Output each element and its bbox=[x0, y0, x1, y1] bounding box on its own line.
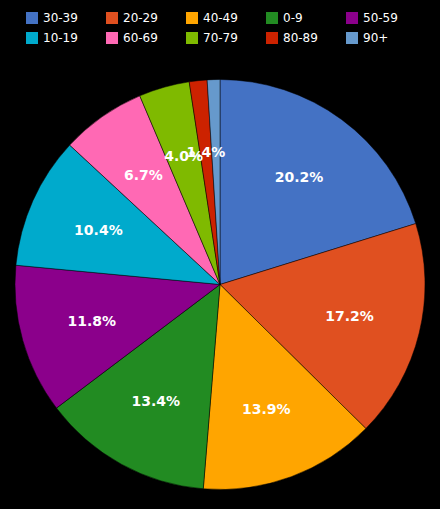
legend-item: 20-29 bbox=[106, 11, 158, 25]
legend: 30-39 20-29 40-49 0-9 50-59 10-19 60-69 70-79 80… bbox=[26, 11, 398, 45]
data-label: 17.2% bbox=[325, 308, 374, 324]
legend-label: 60-69 bbox=[123, 31, 158, 45]
legend-swatch bbox=[26, 12, 38, 24]
data-label: 11.8% bbox=[68, 313, 117, 329]
legend-label: 90+ bbox=[363, 31, 388, 45]
pie-slice bbox=[207, 80, 220, 285]
legend-swatch bbox=[266, 32, 278, 44]
pie-slice bbox=[15, 265, 220, 408]
legend-label: 30-39 bbox=[43, 11, 78, 25]
data-labels: 20.2%17.2%13.9%13.4%11.8%10.4%6.7%4.0%1.… bbox=[68, 144, 374, 417]
background bbox=[0, 0, 440, 509]
data-label: 1.4% bbox=[186, 144, 225, 160]
legend-item: 70-79 bbox=[186, 31, 238, 45]
legend-label: 20-29 bbox=[123, 11, 158, 25]
legend-item: 30-39 bbox=[26, 11, 78, 25]
legend-swatch bbox=[266, 12, 278, 24]
legend-label: 80-89 bbox=[283, 31, 318, 45]
legend-label: 0-9 bbox=[283, 11, 303, 25]
legend-item: 60-69 bbox=[106, 31, 158, 45]
legend-label: 40-49 bbox=[203, 11, 238, 25]
legend-swatch bbox=[106, 12, 118, 24]
legend-swatch bbox=[26, 32, 38, 44]
legend-swatch bbox=[346, 32, 358, 44]
pie-slice bbox=[189, 80, 220, 285]
legend-item: 10-19 bbox=[26, 31, 78, 45]
legend-swatch bbox=[106, 32, 118, 44]
data-label: 20.2% bbox=[275, 169, 324, 185]
legend-swatch bbox=[186, 32, 198, 44]
legend-item: 0-9 bbox=[266, 11, 303, 25]
data-label: 10.4% bbox=[74, 222, 123, 238]
legend-item: 50-59 bbox=[346, 11, 398, 25]
data-label: 13.4% bbox=[132, 393, 181, 409]
data-label: 13.9% bbox=[242, 401, 291, 417]
legend-swatch bbox=[186, 12, 198, 24]
legend-label: 50-59 bbox=[363, 11, 398, 25]
legend-label: 10-19 bbox=[43, 31, 78, 45]
chart: 30-39 20-29 40-49 0-9 50-59 10-19 60-69 70-79 80… bbox=[0, 0, 440, 509]
legend-item: 90+ bbox=[346, 31, 388, 45]
data-label: 6.7% bbox=[124, 167, 163, 183]
pie bbox=[15, 80, 425, 490]
legend-item: 40-49 bbox=[186, 11, 238, 25]
legend-label: 70-79 bbox=[203, 31, 238, 45]
legend-item: 80-89 bbox=[266, 31, 318, 45]
legend-swatch bbox=[346, 12, 358, 24]
